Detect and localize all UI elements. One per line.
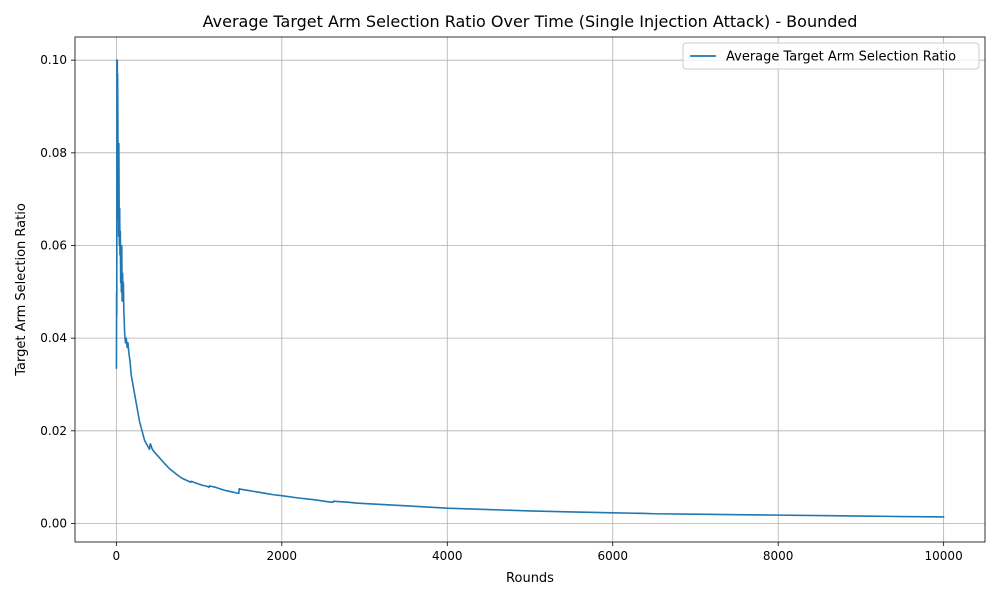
y-tick-label: 0.02 [40,424,67,438]
x-tick-label: 0 [113,549,121,563]
x-axis-label: Rounds [506,571,554,586]
plot-frame [74,36,986,543]
chart-title: Average Target Arm Selection Ratio Over … [203,12,858,31]
series-line-0 [115,59,945,518]
y-tick-label: 0.10 [40,53,67,67]
legend-label: Average Target Arm Selection Ratio [726,50,956,65]
y-tick-label: 0.08 [40,146,67,160]
x-tick-label: 4000 [432,549,463,563]
y-axis: 0.00 0.02 0.04 0.06 0.08 0.10 [40,53,75,530]
y-tick-label: 0.04 [40,331,67,345]
y-tick-label: 0.06 [40,238,67,252]
x-tick-label: 2000 [267,549,298,563]
x-tick-label: 10000 [925,549,963,563]
y-axis-label: Target Arm Selection Ratio [14,203,29,377]
legend: Average Target Arm Selection Ratio [682,42,980,70]
grid-lines [75,37,985,542]
x-tick-label: 8000 [763,549,794,563]
y-tick-label: 0.00 [40,516,67,530]
series-layer [115,59,945,518]
x-axis: 0 2000 4000 6000 8000 10000 [113,542,963,563]
legend-box [682,42,980,70]
x-tick-label: 6000 [597,549,628,563]
